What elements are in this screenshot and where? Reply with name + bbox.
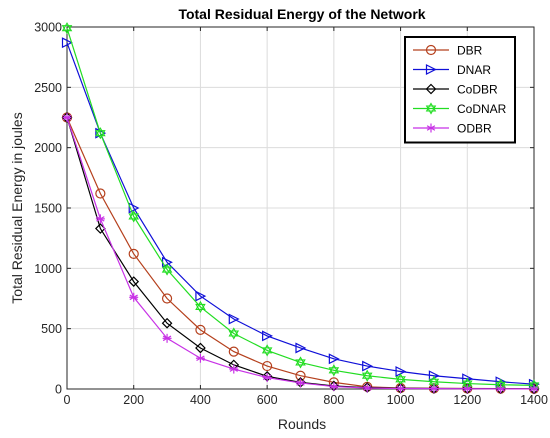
legend: DBR DNAR CoDBR CoDNAR ODBR	[404, 36, 516, 144]
data-point-odbr	[95, 214, 105, 224]
data-point-dnar	[61, 37, 73, 49]
data-point-codnar	[261, 344, 273, 357]
legend-item-codbr: CoDBR	[413, 83, 498, 97]
legend-label: CoDBR	[457, 83, 498, 97]
legend-label: CoDNAR	[457, 102, 507, 116]
x-axis-label: Rounds	[278, 416, 326, 432]
legend-item-codnar: CoDNAR	[413, 102, 507, 116]
x-tick-label: 800	[323, 393, 344, 407]
x-tick-label: 400	[190, 393, 211, 407]
legend-item-dnar: DNAR	[413, 63, 491, 77]
legend-box	[404, 36, 516, 144]
data-point-codnar	[228, 327, 240, 340]
data-point-codnar	[61, 22, 73, 35]
data-point-odbr	[462, 384, 472, 394]
x-tick-label: 600	[257, 393, 278, 407]
data-point-odbr	[129, 292, 139, 302]
y-tick-label: 0	[55, 383, 62, 397]
data-point-dbr	[95, 188, 106, 199]
series-line-dnar	[66, 42, 535, 385]
data-point-dnar	[262, 330, 273, 342]
legend-label: ODBR	[457, 122, 492, 136]
y-tick-label: 1000	[34, 262, 62, 276]
data-point-codnar	[295, 356, 306, 369]
data-point-dbr	[161, 293, 173, 304]
data-point-dnar	[362, 360, 374, 372]
x-tick-label: 200	[123, 393, 144, 407]
y-tick-label: 2500	[34, 81, 62, 95]
data-point-dbr	[195, 324, 206, 335]
data-point-codbr	[195, 342, 206, 354]
x-tick-label: 1000	[387, 393, 415, 407]
data-point-odbr	[262, 373, 272, 383]
y-tick-label: 2000	[34, 141, 62, 155]
y-tick-label: 500	[41, 322, 62, 336]
series-codnar	[61, 22, 540, 392]
legend-marker-dnar	[425, 64, 437, 75]
data-point-codnar	[128, 210, 139, 223]
data-point-odbr	[195, 353, 205, 363]
legend-label: DNAR	[457, 63, 491, 77]
y-tick-label: 1500	[34, 202, 62, 216]
x-tick-label: 0	[64, 393, 71, 407]
data-point-dbr	[228, 346, 239, 357]
chart-title: Total Residual Energy of the Network	[178, 6, 425, 22]
data-point-codnar	[395, 373, 406, 386]
data-point-dnar	[428, 370, 440, 382]
y-axis-label: Total Residual Energy in joules	[9, 112, 25, 303]
data-point-dbr	[262, 360, 273, 372]
data-point-odbr	[229, 364, 239, 374]
data-point-odbr	[362, 383, 372, 393]
data-point-dnar	[195, 290, 207, 302]
data-point-dnar	[295, 342, 307, 354]
legend-item-dbr: DBR	[413, 44, 483, 58]
legend-item-odbr: ODBR	[413, 122, 492, 136]
legend-label: DBR	[457, 44, 483, 58]
x-tick-label: 1200	[453, 393, 481, 407]
legend-marker-codnar	[425, 102, 437, 115]
data-point-odbr	[496, 384, 506, 394]
data-point-dnar	[328, 353, 340, 365]
data-point-codbr	[128, 276, 140, 287]
data-point-codnar	[328, 364, 340, 377]
data-point-codnar	[195, 300, 206, 314]
data-point-odbr	[529, 384, 539, 394]
series-odbr	[62, 113, 539, 394]
x-tick-label: 1400	[520, 393, 548, 407]
series-layer	[61, 22, 540, 395]
data-point-odbr	[296, 378, 305, 388]
y-tick-label: 3000	[34, 21, 62, 35]
axis-ticks: 0 200 400 600 800 1000 1200 1400 0 500 1000 1500 200…	[34, 21, 548, 408]
data-point-codnar	[95, 127, 106, 140]
legend-marker-codbr	[425, 83, 437, 95]
data-point-codnar	[361, 369, 373, 382]
data-point-odbr	[329, 382, 339, 392]
data-point-odbr	[162, 333, 172, 343]
data-point-odbr	[62, 113, 72, 122]
data-point-dbr	[128, 248, 139, 259]
data-point-odbr	[396, 384, 406, 394]
data-point-codbr	[161, 317, 173, 329]
legend-marker-odbr	[426, 123, 436, 133]
legend-marker-dbr	[425, 44, 437, 56]
series-line-codnar	[66, 28, 535, 386]
data-point-codnar	[161, 263, 173, 276]
data-point-dnar	[128, 202, 140, 214]
data-point-odbr	[429, 384, 439, 394]
data-point-dnar	[228, 313, 240, 325]
